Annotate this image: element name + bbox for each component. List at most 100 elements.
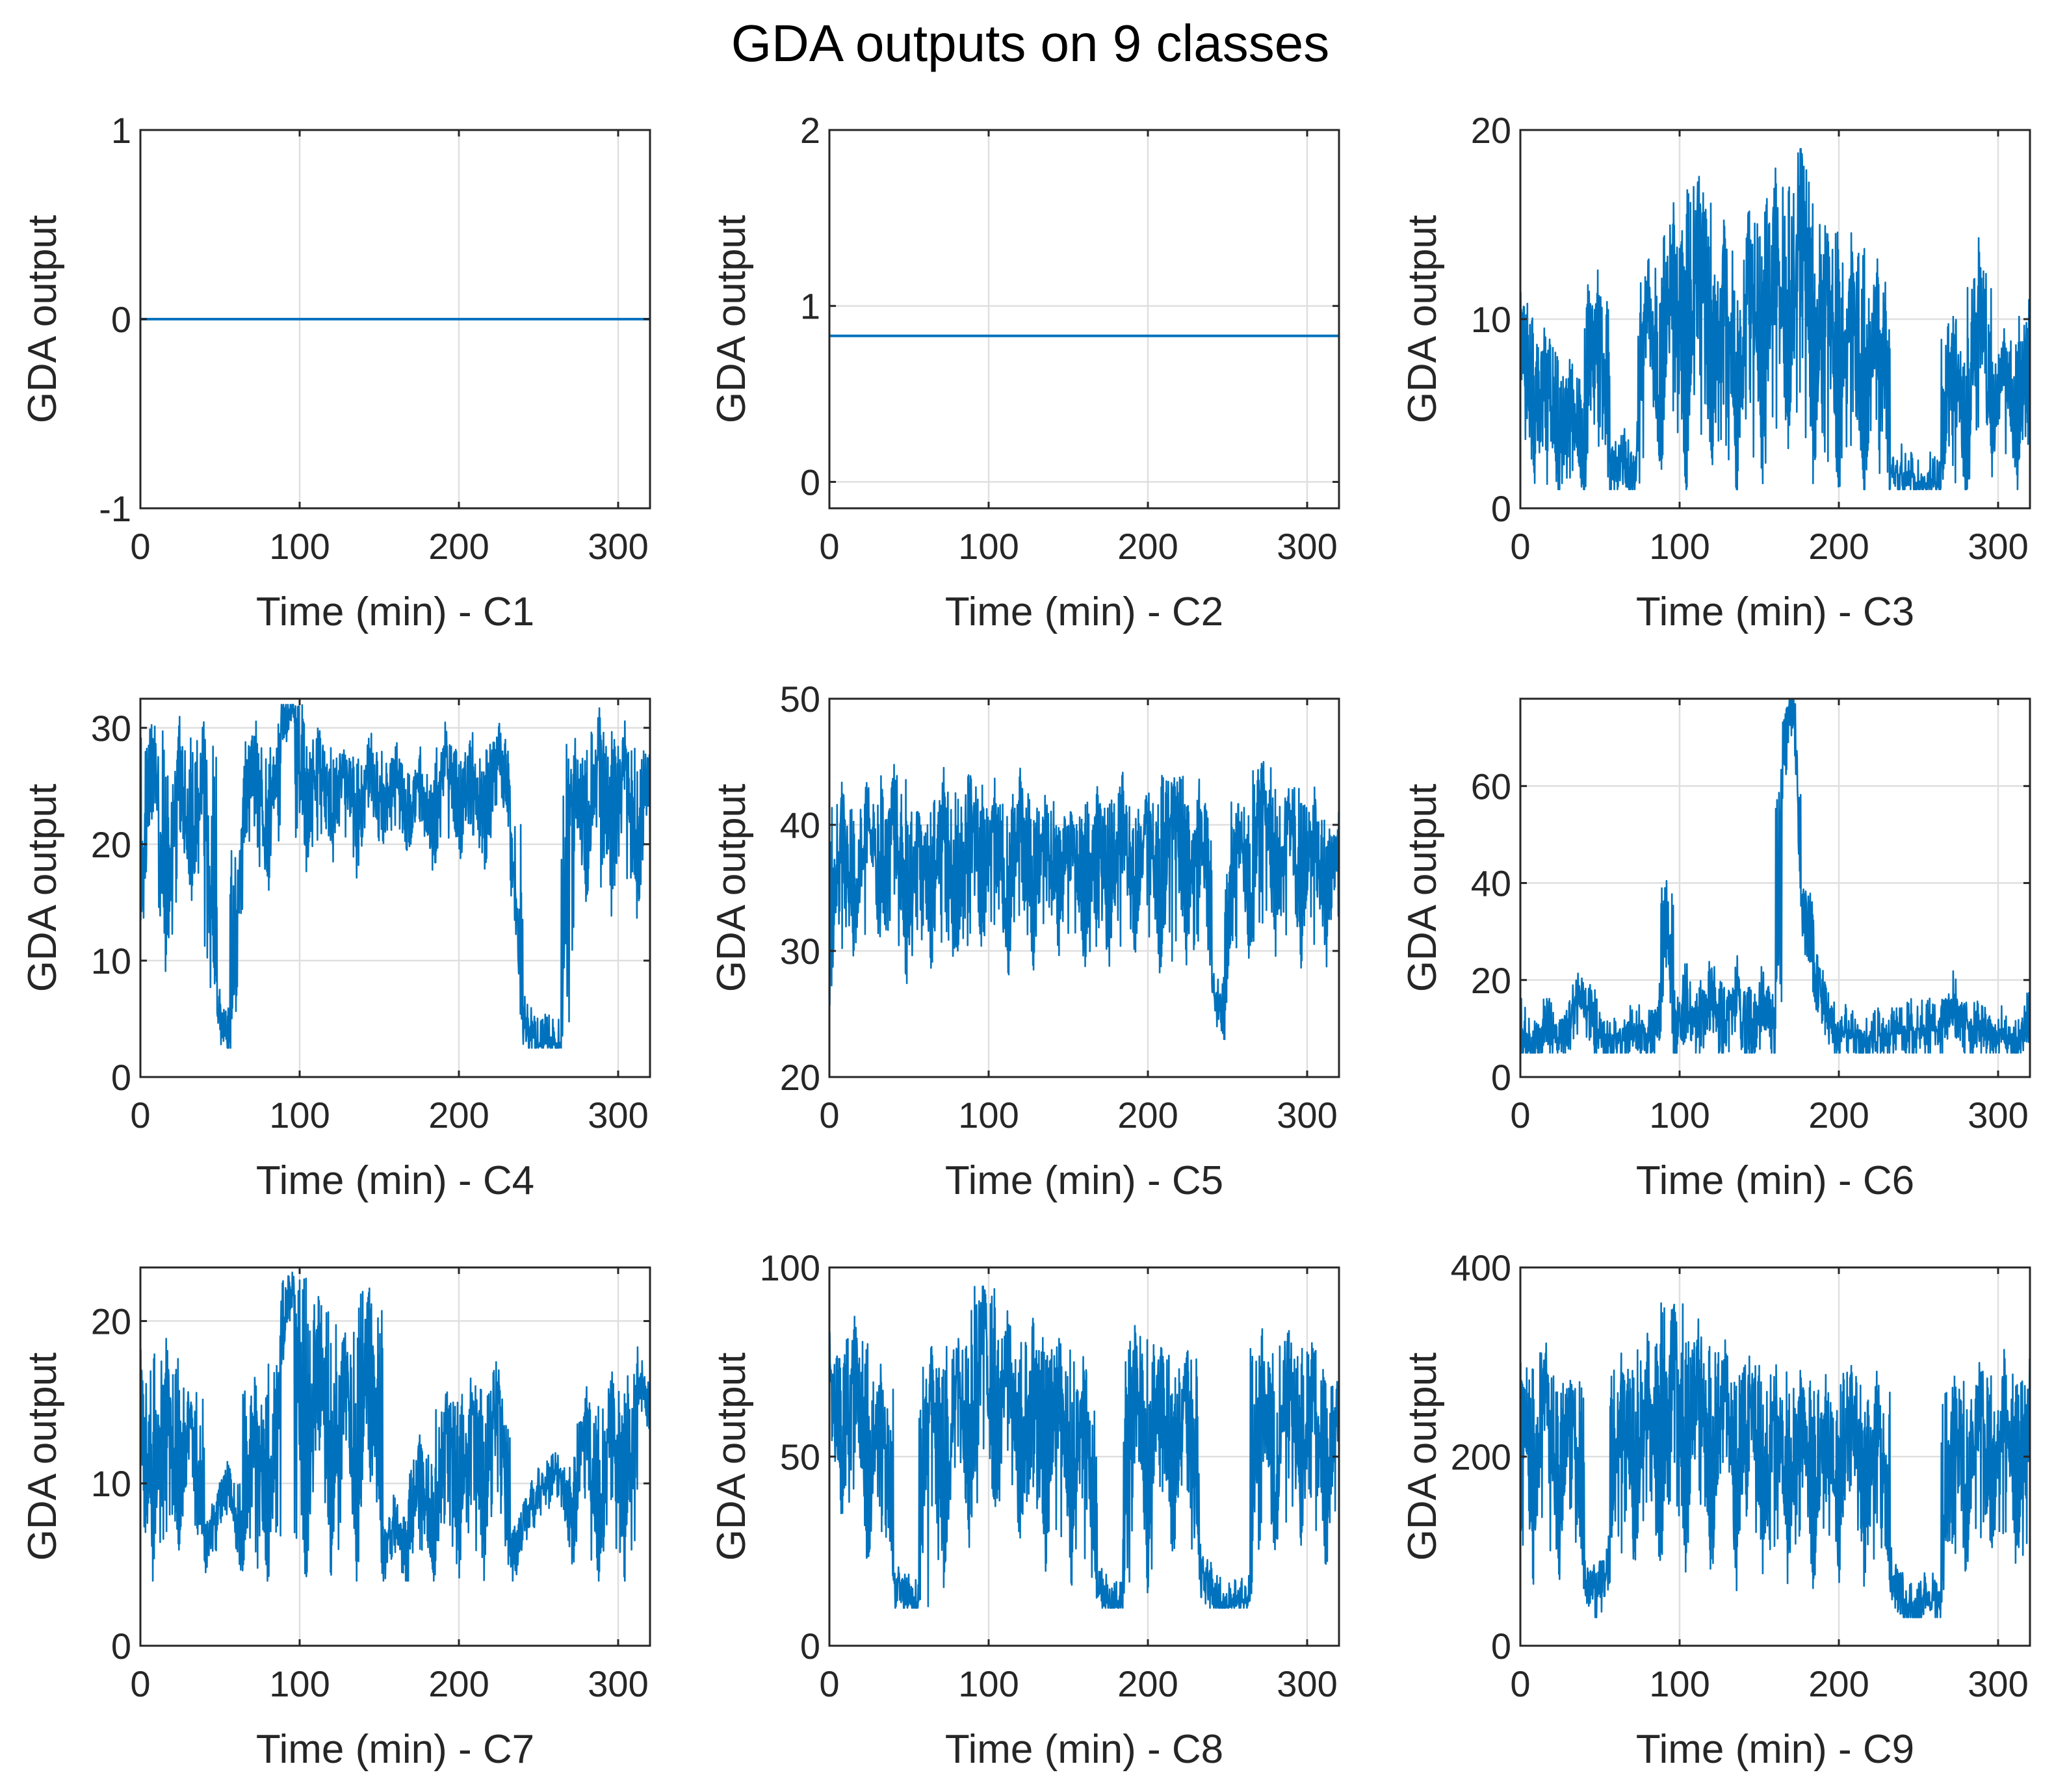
panel-c5: 0 100 200 300 20 30 40 50 Time (min) - C5 GDA out… [709,679,1340,1203]
y-tick-label-c8: 100 [760,1247,820,1288]
panel-c6: 0 100 200 300 0 20 40 60 Time (min) - C6 GDA outp… [1400,697,2031,1203]
x-tick-label-c7: 0 [130,1663,150,1704]
y-tick-label-c1: 1 [111,110,131,151]
y-tick-label-c3: 10 [1471,299,1511,340]
x-tick-label-c9: 100 [1649,1663,1710,1704]
x-tick-label-c4: 200 [428,1095,489,1136]
y-tick-label-c6: 20 [1471,960,1511,1001]
y-axis-label-c7: GDA output [20,1353,65,1561]
x-tick-label-c2: 100 [958,526,1019,567]
x-tick-label-c8: 100 [958,1663,1019,1704]
series-line-c6 [1520,699,2030,1054]
x-tick-label-c8: 200 [1117,1663,1178,1704]
y-tick-label-c7: 0 [111,1626,131,1667]
x-tick-label-c1: 0 [130,526,150,567]
y-tick-label-c3: 0 [1491,488,1511,529]
y-tick-label-c6: 0 [1491,1057,1511,1098]
figure-title: GDA outputs on 9 classes [731,14,1330,72]
series-line-c4 [140,703,650,1049]
x-tick-label-c3: 200 [1808,526,1869,567]
axes-box-c5 [828,697,1340,1078]
y-axis-label-c6: GDA output [1400,784,1445,993]
x-tick-label-c5: 300 [1277,1095,1337,1136]
x-axis-label-c8: Time (min) - C8 [945,1727,1223,1772]
x-tick-label-c9: 300 [1968,1663,2028,1704]
x-tick-label-c9: 200 [1808,1663,1869,1704]
axes-box-c2 [828,129,1340,510]
y-axis-label-c4: GDA output [20,784,65,993]
y-tick-label-c4: 30 [91,708,131,749]
y-tick-label-c9: 200 [1451,1436,1511,1477]
series-line-c5 [829,760,1339,1041]
x-axis-label-c2: Time (min) - C2 [945,590,1223,634]
panel-c9: 0 100 200 300 0 200 400 Time (min) - C9 GDA outp… [1400,1247,2031,1772]
x-tick-label-c4: 0 [130,1095,150,1136]
y-tick-label-c5: 20 [780,1057,820,1098]
x-tick-label-c8: 300 [1277,1663,1337,1704]
x-tick-label-c6: 100 [1649,1095,1710,1136]
panel-c7: 0 100 200 300 0 10 20 Time (min) - C7 GDA output [20,1266,651,1772]
x-axis-label-c5: Time (min) - C5 [945,1158,1223,1203]
series-line-c3 [1520,148,2030,491]
y-axis-label-c5: GDA output [709,784,754,993]
y-tick-label-c4: 0 [111,1057,131,1098]
y-tick-label-c3: 20 [1471,110,1511,151]
series-line-c8 [829,1285,1339,1609]
x-tick-label-c5: 0 [819,1095,839,1136]
y-tick-label-c6: 40 [1471,863,1511,904]
y-tick-label-c6: 60 [1471,766,1511,807]
y-tick-label-c1: -1 [99,488,131,529]
x-tick-label-c1: 300 [588,526,648,567]
y-tick-label-c5: 40 [780,805,820,846]
plot-area-c7 [140,1267,650,1646]
x-tick-label-c1: 200 [428,526,489,567]
y-axis-label-c2: GDA output [709,215,754,424]
axes-box-c7 [139,1266,651,1647]
y-tick-label-c9: 0 [1491,1626,1511,1667]
axes-box-c6 [1519,697,2031,1078]
x-tick-label-c7: 200 [428,1663,489,1704]
y-tick-label-c5: 30 [780,931,820,972]
x-axis-label-c3: Time (min) - C3 [1636,590,1914,634]
y-axis-label-c9: GDA output [1400,1353,1445,1561]
x-tick-label-c6: 200 [1808,1095,1869,1136]
panel-c8: 0 100 200 300 0 50 100 Time (min) - C8 GDA outpu… [709,1247,1340,1772]
y-axis-label-c1: GDA output [20,215,65,424]
y-tick-label-c7: 20 [91,1301,131,1342]
y-tick-label-c2: 1 [800,286,820,327]
y-tick-label-c5: 50 [780,679,820,720]
panel-c4: 0 100 200 300 0 10 20 30 Time (min) - C4 GDA outp… [20,697,651,1203]
y-axis-label-c3: GDA output [1400,215,1445,424]
axes-box-c4 [139,697,651,1078]
series-line-c7 [140,1271,650,1582]
x-tick-label-c7: 100 [269,1663,330,1704]
y-tick-label-c7: 10 [91,1463,131,1504]
x-tick-label-c5: 100 [958,1095,1019,1136]
x-tick-label-c6: 300 [1968,1095,2028,1136]
y-tick-label-c2: 0 [800,461,820,502]
x-axis-label-c6: Time (min) - C6 [1636,1158,1914,1203]
panel-c2: 0 100 200 300 0 1 2 Time (min) - C2 GDA output [709,110,1340,634]
x-tick-label-c2: 0 [819,526,839,567]
y-tick-label-c2: 2 [800,110,820,151]
x-tick-label-c8: 0 [819,1663,839,1704]
x-tick-label-c3: 0 [1510,526,1530,567]
x-tick-label-c6: 0 [1510,1095,1530,1136]
y-tick-label-c9: 400 [1451,1247,1511,1288]
x-axis-label-c4: Time (min) - C4 [256,1158,534,1203]
x-axis-label-c7: Time (min) - C7 [256,1727,534,1772]
y-tick-label-c8: 50 [780,1436,820,1477]
y-tick-label-c4: 10 [91,941,131,981]
x-tick-label-c1: 100 [269,526,330,567]
series-line-c9 [1520,1302,2030,1618]
x-axis-label-c9: Time (min) - C9 [1636,1727,1914,1772]
y-tick-label-c8: 0 [800,1626,820,1667]
y-tick-label-c1: 0 [111,299,131,340]
x-tick-label-c4: 300 [588,1095,648,1136]
x-tick-label-c4: 100 [269,1095,330,1136]
x-tick-label-c3: 300 [1968,526,2028,567]
x-tick-label-c2: 200 [1117,526,1178,567]
